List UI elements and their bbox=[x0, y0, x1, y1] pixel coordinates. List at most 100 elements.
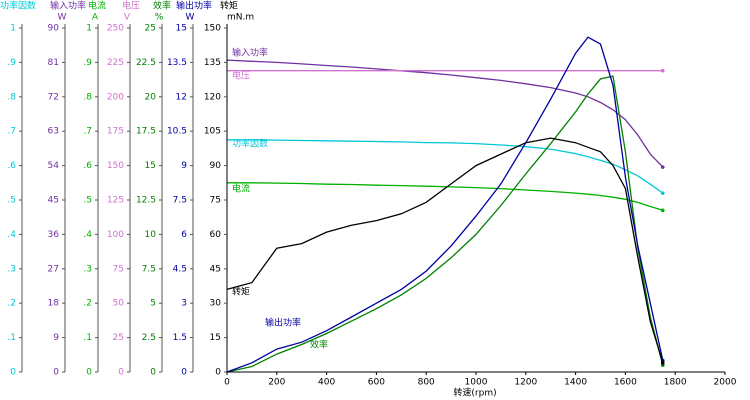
y-tick-label: .6 bbox=[83, 161, 92, 171]
y-tick-label: 2.5 bbox=[142, 333, 156, 343]
x-tick-label: 1000 bbox=[465, 378, 488, 388]
y-tick-label: 225 bbox=[107, 58, 124, 68]
y-tick-label: 175 bbox=[107, 127, 124, 137]
y-tick-label: 15 bbox=[176, 24, 187, 34]
y-tick-label: 200 bbox=[107, 92, 124, 102]
x-tick-label: 400 bbox=[318, 378, 335, 388]
axis-unit: V bbox=[124, 13, 131, 23]
axis-title: 效率 bbox=[153, 0, 171, 12]
x-tick-label: 1200 bbox=[514, 378, 537, 388]
axis-title: 输出功率 bbox=[176, 0, 212, 12]
curve-label: 功率因数 bbox=[232, 138, 268, 150]
y-tick-label: 0 bbox=[150, 368, 156, 378]
y-tick-label: 75 bbox=[113, 264, 124, 274]
y-tick-label: 12 bbox=[176, 92, 187, 102]
end-marker bbox=[660, 165, 665, 169]
axis-title: 电流 bbox=[88, 0, 106, 12]
series-line bbox=[226, 36, 664, 373]
end-marker bbox=[660, 361, 665, 365]
y-tick-label: 75 bbox=[210, 196, 221, 206]
y-tick-label: 5 bbox=[150, 299, 156, 309]
end-marker bbox=[660, 208, 665, 213]
y-tick-label: 150 bbox=[204, 24, 221, 34]
y-tick-label: 10 bbox=[145, 230, 157, 240]
y-tick-label: 0 bbox=[10, 368, 16, 378]
y-tick-label: 0 bbox=[181, 368, 187, 378]
y-tick-label: 7.5 bbox=[142, 264, 156, 274]
y-tick-label: .8 bbox=[83, 92, 92, 102]
y-tick-label: 9 bbox=[53, 333, 59, 343]
y-tick-label: .2 bbox=[7, 299, 16, 309]
x-tick-label: 200 bbox=[268, 378, 285, 388]
y-tick-label: .8 bbox=[7, 92, 16, 102]
series-line bbox=[227, 139, 664, 194]
y-tick-label: 4.5 bbox=[173, 264, 187, 274]
axis-title: 输入功率 bbox=[50, 0, 86, 12]
y-tick-label: 18 bbox=[48, 299, 60, 309]
y-tick-label: 60 bbox=[210, 230, 222, 240]
x-tick-label: 1600 bbox=[614, 378, 637, 388]
y-tick-label: 1 bbox=[10, 24, 16, 34]
y-tick-label: 1.5 bbox=[173, 333, 187, 343]
y-tick-label: 100 bbox=[107, 230, 124, 240]
y-tick-label: 125 bbox=[107, 196, 124, 206]
end-marker bbox=[660, 68, 665, 73]
x-tick-label: 2000 bbox=[714, 378, 737, 388]
end-marker bbox=[660, 191, 665, 195]
y-tick-label: 54 bbox=[48, 161, 60, 171]
axis-unit: W bbox=[186, 13, 195, 23]
y-tick-label: .1 bbox=[83, 333, 92, 343]
y-tick-label: .5 bbox=[7, 196, 16, 206]
axis-unit: mN.m bbox=[227, 13, 254, 23]
y-tick-label: 50 bbox=[113, 299, 125, 309]
y-tick-label: .9 bbox=[83, 58, 92, 68]
y-tick-label: 25 bbox=[113, 333, 124, 343]
y-tick-label: 15 bbox=[145, 161, 156, 171]
y-tick-label: 20 bbox=[145, 92, 157, 102]
curve-label: 输出功率 bbox=[265, 317, 301, 329]
y-tick-label: 3 bbox=[181, 299, 187, 309]
y-tick-label: 0 bbox=[215, 368, 221, 378]
y-tick-label: .3 bbox=[7, 264, 16, 274]
y-tick-label: 81 bbox=[48, 58, 59, 68]
y-tick-label: 250 bbox=[107, 24, 124, 34]
series-line bbox=[227, 182, 663, 211]
series-line bbox=[226, 75, 664, 373]
x-tick-label: 1400 bbox=[564, 378, 587, 388]
y-tick-label: 120 bbox=[204, 92, 221, 102]
y-tick-label: .6 bbox=[7, 161, 16, 171]
y-tick-label: 45 bbox=[48, 196, 59, 206]
y-tick-label: 0 bbox=[86, 368, 92, 378]
axis-unit: % bbox=[155, 13, 164, 23]
y-tick-label: 27 bbox=[48, 264, 59, 274]
y-tick-label: .7 bbox=[7, 127, 16, 137]
y-tick-label: 6 bbox=[181, 230, 187, 240]
y-tick-label: 9 bbox=[181, 161, 187, 171]
x-tick-label: 1800 bbox=[664, 378, 687, 388]
x-tick-label: 0 bbox=[224, 378, 230, 388]
y-tick-label: 1 bbox=[86, 24, 92, 34]
y-tick-label: 135 bbox=[204, 58, 221, 68]
y-tick-label: 13.5 bbox=[167, 58, 187, 68]
y-tick-label: 10.5 bbox=[167, 127, 187, 137]
y-tick-label: 63 bbox=[48, 127, 59, 137]
y-tick-label: .1 bbox=[7, 333, 16, 343]
curve-label: 电流 bbox=[232, 183, 250, 195]
axis-unit: A bbox=[92, 13, 99, 23]
y-tick-label: 15 bbox=[210, 333, 221, 343]
y-tick-label: 30 bbox=[210, 299, 222, 309]
y-tick-label: .5 bbox=[83, 196, 92, 206]
y-tick-label: 90 bbox=[48, 24, 60, 34]
axis-title: 电压 bbox=[122, 0, 140, 12]
x-tick-label: 600 bbox=[368, 378, 385, 388]
y-tick-label: .4 bbox=[7, 230, 16, 240]
curve-label: 效率 bbox=[310, 339, 328, 351]
series-line bbox=[226, 137, 664, 363]
x-tick-label: 800 bbox=[418, 378, 435, 388]
y-tick-label: 22.5 bbox=[136, 58, 156, 68]
y-tick-label: .9 bbox=[7, 58, 16, 68]
y-tick-label: 12.5 bbox=[136, 196, 156, 206]
y-tick-label: 150 bbox=[107, 161, 124, 171]
y-tick-label: 0 bbox=[53, 368, 59, 378]
